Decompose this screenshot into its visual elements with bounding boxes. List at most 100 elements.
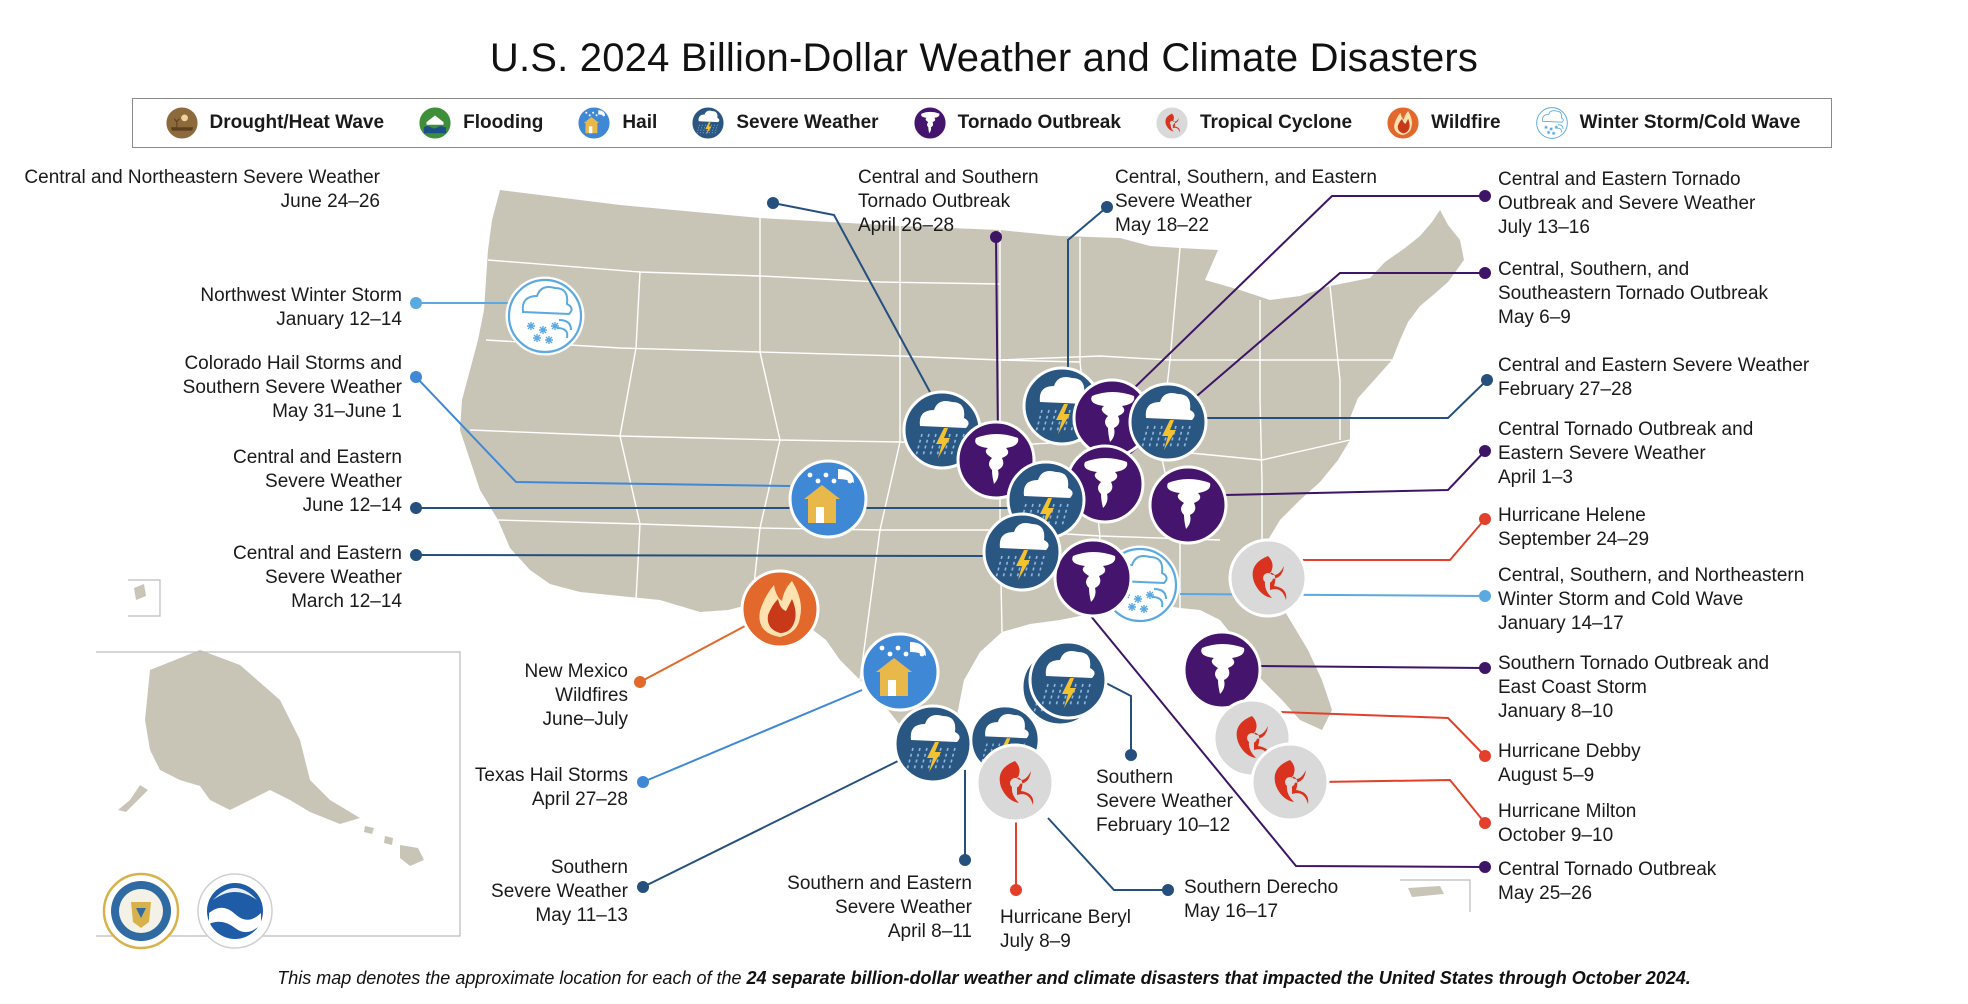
event-label: Central, Southern, and Southeastern Torn…	[1498, 259, 1769, 328]
leader-line	[1089, 614, 1486, 868]
event-label: Southern Severe Weather February 10–12	[1096, 767, 1233, 836]
legend-label: Tornado Outbreak	[957, 112, 1121, 133]
leader-dot	[1479, 513, 1491, 525]
leader-dot	[767, 197, 779, 209]
event-label: Colorado Hail Storms and Southern Severe…	[182, 353, 402, 422]
legend-label: Drought/Heat Wave	[209, 112, 385, 133]
severe-icon	[1128, 382, 1208, 462]
wildfire-icon	[740, 569, 820, 649]
leader-dot	[959, 854, 971, 866]
footnote: This map denotes the approximate locatio…	[0, 968, 1968, 989]
event-label: Hurricane Milton October 9–10	[1498, 801, 1637, 846]
footnote-text: This map denotes the approximate locatio…	[277, 968, 747, 988]
leader-line	[1279, 711, 1486, 757]
legend-item-tornado: Tornado Outbreak	[912, 105, 1121, 141]
flood-icon	[418, 106, 452, 140]
legend-label: Hail	[622, 112, 658, 133]
event-label: Central and Northeastern Severe Weather …	[24, 167, 380, 212]
leader-dot	[410, 371, 422, 383]
tropical-icon	[975, 743, 1055, 823]
leader-dot	[410, 297, 422, 309]
event-label: Texas Hail Storms April 27–28	[474, 765, 628, 810]
hawaii-maui	[384, 836, 393, 845]
leader-dot	[1479, 445, 1491, 457]
leader-line	[1224, 450, 1486, 496]
leader-line	[642, 689, 863, 783]
leader-dot	[410, 549, 422, 561]
leader-dot	[1479, 861, 1491, 873]
leader-dot	[410, 502, 422, 514]
leader-dot	[637, 776, 649, 788]
legend-item-drought: Drought/Heat Wave	[164, 105, 385, 141]
legend-label: Tropical Cyclone	[1199, 112, 1353, 133]
leader-dot	[1125, 749, 1137, 761]
leader-dot	[1481, 374, 1493, 386]
leader-line	[1047, 817, 1168, 891]
legend-item-wildfire: Wildfire	[1385, 105, 1501, 141]
leader-line	[642, 759, 901, 888]
event-label: Central and Eastern Severe Weather June …	[233, 447, 402, 516]
leader-dot	[1010, 884, 1022, 896]
event-label: Southern Severe Weather May 11–13	[491, 857, 628, 926]
footnote-emphasis: 24 separate billion-dollar weather and c…	[746, 968, 1691, 988]
legend-item-flood: Flooding	[417, 105, 543, 141]
disaster-icons	[505, 276, 1330, 823]
leader-line	[1319, 778, 1486, 824]
event-label: Southern Derecho May 16–17	[1184, 877, 1339, 922]
leader-dot	[1479, 267, 1491, 279]
leader-dot	[1479, 190, 1491, 202]
noaa-logo	[197, 873, 273, 949]
event-label: Central, Southern, and Eastern Severe We…	[1115, 167, 1377, 236]
hail-icon	[788, 459, 868, 539]
severe-icon	[893, 704, 973, 784]
event-label: Hurricane Beryl July 8–9	[1000, 907, 1131, 952]
leader-dot	[634, 676, 646, 688]
leader-dot	[1479, 662, 1491, 674]
puerto-rico	[1408, 886, 1444, 897]
hawaii-oahu	[364, 826, 374, 834]
leader-dot	[1479, 817, 1491, 829]
leader-line	[1300, 518, 1486, 561]
event-label: Central Tornado Outbreak and Eastern Sev…	[1498, 419, 1754, 488]
tornado-icon	[912, 106, 947, 140]
hail-icon	[577, 106, 612, 140]
leader-dot	[1479, 590, 1491, 602]
leader-dot	[1162, 884, 1174, 896]
event-label: Central and Eastern Tornado Outbreak and…	[1498, 169, 1756, 238]
leader-line	[1067, 206, 1108, 375]
event-label: Southern and Eastern Severe Weather Apri…	[787, 873, 972, 942]
leader-line	[1257, 665, 1486, 669]
guam-inset-frame	[128, 579, 161, 617]
event-label: Central, Southern, and Northeastern Wint…	[1498, 565, 1805, 634]
alaska-land	[145, 650, 360, 824]
severe-icon	[1028, 640, 1108, 720]
alaska-inset-frame	[96, 651, 461, 937]
leader-line	[415, 554, 986, 557]
tropical-icon	[1228, 538, 1308, 618]
leader-line	[1200, 379, 1488, 419]
leader-dot	[1101, 201, 1113, 213]
event-label: New Mexico Wildfires June–July	[524, 661, 628, 730]
drought-icon	[164, 106, 199, 140]
legend-label: Winter Storm/Cold Wave	[1579, 112, 1801, 133]
leader-lines	[410, 190, 1493, 896]
legend: Drought/Heat Wave Flooding Hail Severe Weat…	[132, 98, 1832, 148]
hail-icon	[860, 632, 940, 712]
tornado-icon	[1148, 465, 1228, 545]
legend-label: Wildfire	[1431, 112, 1501, 133]
commerce-seal-logo	[102, 872, 180, 950]
leader-line	[1129, 195, 1485, 393]
leader-dot	[990, 231, 1002, 243]
event-label: Hurricane Helene September 24–29	[1498, 505, 1650, 550]
legend-item-hail: Hail	[576, 105, 657, 141]
severe-icon	[982, 512, 1062, 592]
legend-label: Severe Weather	[736, 112, 879, 133]
hawaii-island	[400, 845, 424, 866]
legend-item-tropical: Tropical Cyclone	[1154, 105, 1352, 141]
map-title: U.S. 2024 Billion-Dollar Weather and Cli…	[489, 36, 1479, 80]
tropical-icon	[1155, 106, 1189, 140]
tornado-icon	[1182, 630, 1262, 710]
event-label: Central and Southern Tornado Outbreak Ap…	[858, 167, 1039, 236]
guam	[134, 584, 146, 600]
puerto-rico-inset-frame	[1400, 879, 1471, 912]
